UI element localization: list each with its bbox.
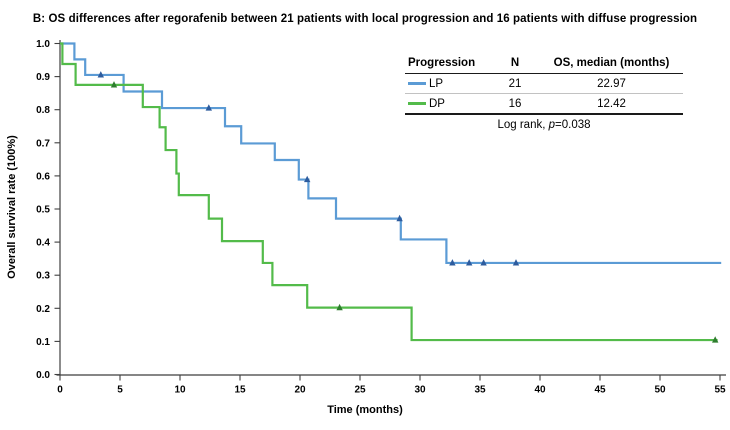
svg-text:5: 5 (117, 385, 123, 396)
svg-text:0.3: 0.3 (36, 271, 50, 282)
svg-text:0.1: 0.1 (36, 337, 50, 348)
svg-text:0.7: 0.7 (36, 138, 50, 149)
dp-line-swatch-icon (408, 102, 426, 105)
log-rank-note: Log rank, p=0.038 (497, 119, 591, 131)
legend-dp-label: DP (429, 97, 445, 110)
svg-text:1.0: 1.0 (36, 39, 50, 50)
svg-text:0.5: 0.5 (36, 205, 50, 216)
legend-table: Progression N OS, median (months) LP 21 … (405, 52, 683, 133)
legend-row-dp: DP 16 12.42 (405, 94, 683, 115)
svg-text:55: 55 (714, 385, 726, 396)
svg-text:45: 45 (594, 385, 606, 396)
legend-dp-median: 12.42 (597, 97, 626, 110)
x-axis-label: Time (months) (327, 404, 403, 416)
legend-lp-n: 21 (508, 77, 522, 90)
svg-text:10: 10 (174, 385, 186, 396)
svg-text:0.9: 0.9 (36, 72, 50, 83)
legend-header-progression: Progression (408, 56, 476, 69)
svg-text:0: 0 (57, 385, 63, 396)
legend-dp-n: 16 (508, 97, 522, 110)
svg-text:0.8: 0.8 (36, 105, 50, 116)
svg-text:40: 40 (534, 385, 546, 396)
legend-header-median: OS, median (months) (553, 56, 670, 69)
svg-text:0.0: 0.0 (36, 370, 50, 381)
legend-header-row: Progression N OS, median (months) (405, 52, 683, 74)
svg-text:25: 25 (354, 385, 366, 396)
legend-lp-label: LP (429, 77, 444, 90)
legend-lp-median: 22.97 (597, 77, 626, 90)
svg-text:35: 35 (474, 385, 486, 396)
svg-text:0.2: 0.2 (36, 304, 50, 315)
chart-title: B: OS differences after regorafenib betw… (32, 13, 698, 25)
svg-text:30: 30 (414, 385, 426, 396)
svg-text:20: 20 (294, 385, 306, 396)
svg-text:0.6: 0.6 (36, 171, 50, 182)
svg-text:15: 15 (234, 385, 246, 396)
svg-text:0.4: 0.4 (36, 238, 50, 249)
legend-header-n: N (510, 56, 520, 69)
legend-row-lp: LP 21 22.97 (405, 74, 683, 94)
lp-line-swatch-icon (408, 82, 426, 85)
svg-text:50: 50 (654, 385, 666, 396)
